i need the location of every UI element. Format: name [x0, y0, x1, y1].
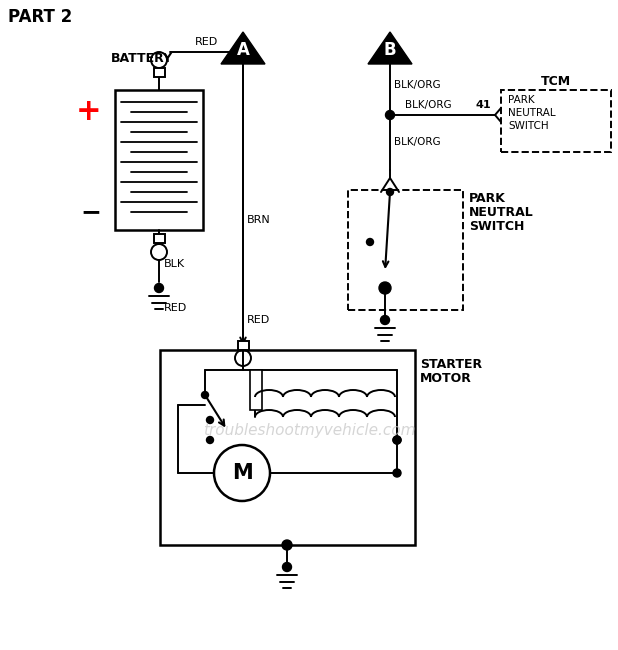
Text: SWITCH: SWITCH	[508, 121, 549, 131]
Text: BLK: BLK	[164, 259, 185, 269]
Text: SWITCH: SWITCH	[469, 220, 525, 233]
Bar	[250, 370, 262, 410]
Text: RED: RED	[195, 37, 218, 47]
Bar	[153, 234, 164, 243]
Text: BLK/ORG: BLK/ORG	[394, 137, 441, 147]
Circle shape	[282, 562, 292, 571]
Text: PARK: PARK	[508, 95, 535, 105]
Text: RED: RED	[247, 315, 270, 325]
Text: A: A	[237, 41, 250, 59]
Circle shape	[386, 188, 394, 196]
Text: NEUTRAL: NEUTRAL	[469, 206, 534, 219]
Text: BLK/ORG: BLK/ORG	[394, 80, 441, 90]
Text: BATTERY: BATTERY	[111, 51, 173, 64]
Circle shape	[206, 417, 213, 424]
Text: +: +	[75, 98, 101, 127]
Text: PART 2: PART 2	[8, 8, 72, 26]
Text: −: −	[80, 200, 101, 224]
Bar	[237, 341, 248, 350]
Text: TCM: TCM	[541, 75, 571, 88]
Text: 41: 41	[475, 100, 491, 110]
Text: M: M	[232, 463, 252, 483]
Text: RED: RED	[164, 303, 187, 313]
Bar	[160, 350, 415, 545]
Bar	[348, 190, 463, 310]
Bar	[501, 90, 611, 152]
Circle shape	[393, 436, 401, 444]
Circle shape	[206, 437, 213, 443]
Text: STARTER: STARTER	[420, 358, 482, 371]
Polygon shape	[368, 32, 412, 64]
Bar	[115, 90, 203, 230]
Text: BLK/ORG: BLK/ORG	[405, 100, 451, 110]
Circle shape	[154, 283, 164, 292]
Circle shape	[366, 239, 373, 246]
Circle shape	[386, 111, 394, 120]
Bar	[153, 68, 164, 77]
Circle shape	[201, 391, 208, 398]
Text: B: B	[384, 41, 396, 59]
Circle shape	[393, 469, 401, 477]
Circle shape	[282, 540, 292, 550]
Text: BRN: BRN	[247, 215, 271, 225]
Text: PARK: PARK	[469, 192, 506, 205]
Circle shape	[393, 436, 401, 444]
Polygon shape	[221, 32, 265, 64]
Text: MOTOR: MOTOR	[420, 372, 472, 385]
Text: NEUTRAL: NEUTRAL	[508, 108, 556, 118]
Circle shape	[381, 315, 389, 324]
Circle shape	[379, 282, 391, 294]
Text: troubleshootmyvehicle.com: troubleshootmyvehicle.com	[203, 422, 415, 437]
